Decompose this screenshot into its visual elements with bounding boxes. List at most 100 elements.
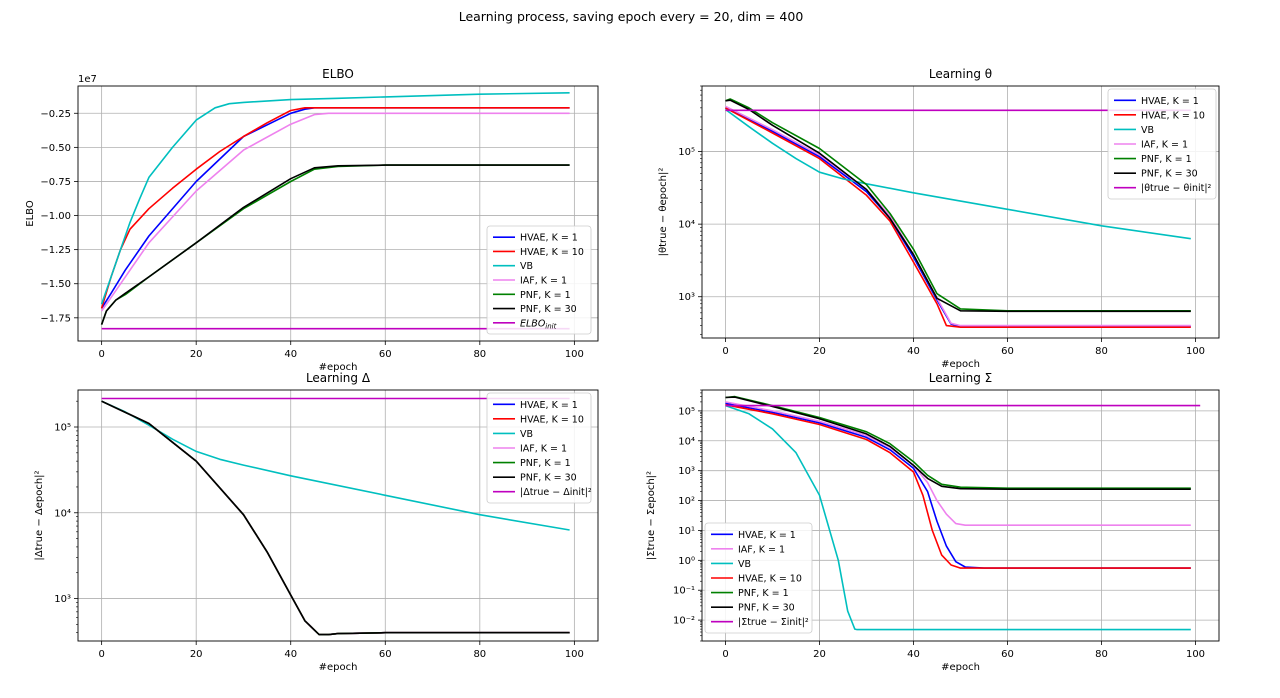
x-tick-label: 60 xyxy=(379,649,392,660)
y-tick-label: 10⁵ xyxy=(678,147,695,158)
legend-label-main: ELBO xyxy=(520,318,546,329)
x-tick-label: 60 xyxy=(1001,649,1014,660)
legend-label: HVAE, K = 1 xyxy=(520,233,578,244)
legend-label: PNF, K = 30 xyxy=(520,304,577,315)
axis-offset-text: 1e7 xyxy=(78,74,97,85)
legend-label: HVAE, K = 1 xyxy=(738,530,796,541)
y-tick-label: 10¹ xyxy=(678,526,695,537)
y-tick-label: −0.75 xyxy=(40,177,71,188)
y-tick-label: 10³ xyxy=(678,292,695,303)
series-line-HVAE10 xyxy=(100,107,570,309)
series-line-PNF30 xyxy=(100,164,570,325)
x-tick-label: 40 xyxy=(284,349,297,360)
y-tick-label: 10³ xyxy=(678,466,695,477)
figure-title: Learning process, saving epoch every = 2… xyxy=(459,9,804,24)
legend-label: IAF, K = 1 xyxy=(738,544,785,555)
plot-frame xyxy=(77,85,599,342)
y-tick-label: 10⁴ xyxy=(678,220,695,231)
legend-label: PNF, K = 30 xyxy=(738,603,795,614)
x-tick-label: 100 xyxy=(1186,346,1205,357)
legend: HVAE, K = 1 HVAE, K = 10 VB IAF, K = 1 PNF, … xyxy=(486,225,592,335)
series-group xyxy=(725,98,1191,329)
legend-label: HVAE, K = 10 xyxy=(738,574,802,585)
y-tick-label: 10⁴ xyxy=(678,436,695,447)
series-group xyxy=(100,92,570,330)
y-tick-label: 10⁻¹ xyxy=(673,586,695,597)
legend-label: PNF, K = 30 xyxy=(1141,169,1198,180)
legend-label: HVAE, K = 10 xyxy=(520,414,584,425)
x-axis-label: #epoch xyxy=(941,662,980,673)
y-tick-label: 10² xyxy=(678,496,695,507)
y-axis-label: ELBO xyxy=(25,200,36,227)
y-tick-label: 10⁻² xyxy=(673,616,695,627)
series-line-VB xyxy=(100,92,570,305)
x-tick-label: 0 xyxy=(722,649,728,660)
legend-label: ELBOinit xyxy=(520,318,557,330)
legend-label: VB xyxy=(520,429,533,440)
x-tick-label: 40 xyxy=(907,346,920,357)
x-tick-label: 60 xyxy=(1001,346,1014,357)
x-tick-label: 20 xyxy=(190,349,203,360)
chart-delta: 0 20 40 60 80 100 10³ 10⁴ 10⁵ Learning Δ #epoch |Δt… xyxy=(34,371,599,673)
y-tick-label: −1.00 xyxy=(40,211,71,222)
y-tick-label: −1.50 xyxy=(40,279,71,290)
series-line-PNF30 xyxy=(101,400,570,636)
x-tick-label: 20 xyxy=(190,649,203,660)
legend-label: PNF, K = 1 xyxy=(738,588,789,599)
legend-label: HVAE, K = 10 xyxy=(520,247,584,258)
chart-title: Learning θ xyxy=(929,67,992,81)
plot-frame xyxy=(77,389,599,642)
y-tick-label: −0.25 xyxy=(40,109,71,120)
y-tick-label: −1.75 xyxy=(40,313,71,324)
y-axis-label: |Δtrue − Δepoch|² xyxy=(34,470,45,560)
chart-title: ELBO xyxy=(322,67,354,81)
series-line-IAF xyxy=(725,401,1191,527)
legend-label: PNF, K = 1 xyxy=(520,290,571,301)
series-line-IAF xyxy=(100,112,570,312)
series-group xyxy=(101,397,570,636)
x-tick-label: 60 xyxy=(379,349,392,360)
y-tick-label: −1.25 xyxy=(40,245,71,256)
x-tick-label: 0 xyxy=(98,649,104,660)
legend-label: HVAE, K = 10 xyxy=(1141,110,1205,121)
x-axis-label: #epoch xyxy=(319,662,358,673)
legend-box xyxy=(486,225,592,335)
x-tick-label: 80 xyxy=(473,649,486,660)
chart-theta: 0 20 40 60 80 100 10³ 10⁴ 10⁵ Learning θ #epoch |θt… xyxy=(658,67,1220,370)
legend-box xyxy=(486,392,592,504)
plot-frame xyxy=(701,85,1220,339)
x-tick-label: 80 xyxy=(1095,346,1108,357)
legend-label-sub: init xyxy=(545,322,556,330)
x-tick-label: 100 xyxy=(565,349,584,360)
legend-label: IAF, K = 1 xyxy=(520,444,567,455)
series-line-VB xyxy=(725,404,1191,631)
legend-label: IAF, K = 1 xyxy=(1141,140,1188,151)
series-line-VB xyxy=(725,108,1191,240)
legend-label: HVAE, K = 1 xyxy=(520,400,578,411)
series-line-HVAE10 xyxy=(725,107,1191,329)
chart-title: Learning Σ xyxy=(929,371,993,385)
legend-label: VB xyxy=(520,261,533,272)
legend-box xyxy=(704,522,813,634)
series-line-PNF30 xyxy=(725,396,1191,491)
x-tick-label: 20 xyxy=(813,649,826,660)
legend: HVAE, K = 1 HVAE, K = 10 VB IAF, K = 1 PNF, … xyxy=(486,392,592,504)
y-tick-label: 10⁴ xyxy=(54,508,71,519)
legend-label: |Σtrue − Σinit|² xyxy=(738,617,809,628)
y-tick-label: 10⁵ xyxy=(678,406,695,417)
chart-sigma: 0 20 40 60 80 100 10⁻² 10⁻¹ 10⁰ 10¹ 10² 10³ 10⁴ 10⁵ Le… xyxy=(646,371,1220,673)
legend: HVAE, K = 1 HVAE, K = 10 VB IAF, K = 1 PNF, … xyxy=(1107,88,1217,200)
legend-label: VB xyxy=(738,559,751,570)
x-axis-label: #epoch xyxy=(941,359,980,370)
y-tick-label: 10⁰ xyxy=(678,556,695,567)
legend-label: IAF, K = 1 xyxy=(520,276,567,287)
series-group xyxy=(725,395,1201,631)
series-line-PNF1 xyxy=(725,395,1191,490)
legend-label: PNF, K = 30 xyxy=(520,473,577,484)
x-axis-label: #epoch xyxy=(319,362,358,373)
legend-label: PNF, K = 1 xyxy=(1141,154,1192,165)
x-tick-label: 20 xyxy=(813,346,826,357)
y-tick-label: 10⁵ xyxy=(54,423,71,434)
legend: HVAE, K = 1 IAF, K = 1 VB HVAE, K = 10 PNF, … xyxy=(704,522,813,634)
